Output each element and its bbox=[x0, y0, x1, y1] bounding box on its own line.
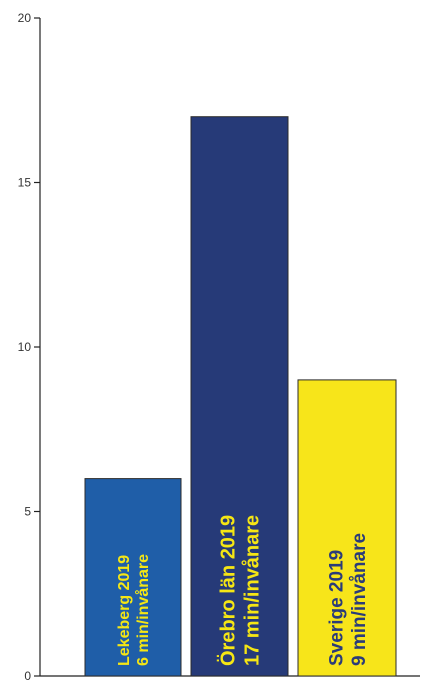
bar-label-2: Örebro län 2019 17 min/invånare bbox=[217, 515, 264, 666]
y-axis-ticks: 0 5 10 15 20 bbox=[18, 11, 40, 681]
y-tick-label: 5 bbox=[24, 505, 31, 519]
y-tick-label: 10 bbox=[18, 340, 32, 354]
bar-label-3: Sverige 20199 min/invånare bbox=[326, 533, 370, 666]
bar-label-line-1: Lekeberg 2019 bbox=[116, 555, 133, 666]
bar-2 bbox=[190, 116, 289, 677]
bar-label-line-2: 6 min/invånare bbox=[134, 554, 152, 666]
bar-label-line-2: 9 min/invånare bbox=[349, 533, 370, 666]
bar-3 bbox=[297, 379, 397, 677]
bar-1 bbox=[84, 478, 182, 677]
bar-label-1: Lekeberg 2019 6 min/invånare bbox=[116, 554, 152, 666]
bar-label-line-1: Sverige 2019 bbox=[326, 550, 347, 666]
bar-label-line-2: 17 min/invånare bbox=[241, 515, 264, 666]
y-tick-label: 0 bbox=[24, 669, 31, 681]
y-tick-label: 20 bbox=[18, 11, 32, 25]
bar-label-line-1: Örebro län 2019 bbox=[217, 515, 240, 666]
y-tick-label: 15 bbox=[18, 176, 32, 190]
bars-group: Lekeberg 2019 6 min/invånare Örebro län 20… bbox=[84, 116, 397, 677]
